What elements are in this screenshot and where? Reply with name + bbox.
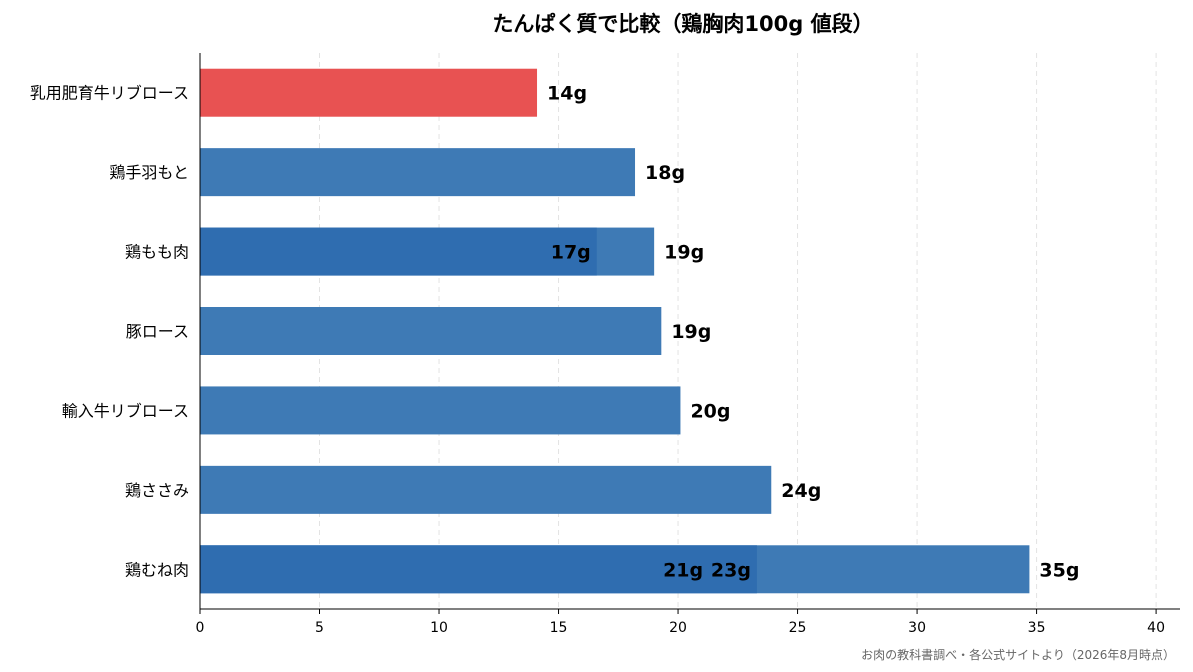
inner-value-label: 21g — [663, 559, 703, 581]
chart-title: たんぱく質で比較（鶏胸肉100g 値段） — [492, 12, 873, 36]
x-tick-label: 0 — [196, 620, 205, 636]
value-label: 18g — [645, 162, 685, 184]
x-tick-label: 25 — [789, 620, 807, 636]
bar — [200, 386, 681, 435]
source-note: お肉の教科書調べ・各公式サイトより（2026年8月時点） — [861, 647, 1175, 662]
x-tick-label: 10 — [430, 620, 448, 636]
value-label: 24g — [781, 480, 821, 502]
category-label: 鶏むね肉 — [125, 560, 189, 579]
category-label: 鶏ささみ — [125, 481, 189, 500]
x-tick-label: 35 — [1028, 620, 1046, 636]
category-label: 豚ロース — [126, 322, 189, 341]
grid-lines — [319, 53, 1157, 609]
x-tick-label: 15 — [550, 620, 568, 636]
value-label: 35g — [1039, 559, 1079, 581]
inner-value-label: 17g — [551, 242, 591, 264]
bars: 14g 18g 17g 19g 19g 20g 24g 21g 23g 35g — [200, 68, 1079, 594]
x-tick-label: 40 — [1147, 620, 1165, 636]
category-label: 鶏手羽もと — [109, 163, 189, 182]
bar — [200, 68, 538, 117]
x-tick-label: 20 — [669, 620, 687, 636]
x-tick-label: 30 — [908, 620, 926, 636]
category-label: 輸入牛リブロース — [62, 401, 189, 420]
bar — [200, 465, 772, 514]
value-label: 20g — [690, 400, 730, 422]
value-label: 14g — [547, 83, 587, 105]
bar — [200, 148, 636, 197]
bar-segment — [200, 545, 757, 594]
bar — [200, 307, 662, 355]
category-label: 乳用肥育牛リブロース — [30, 84, 189, 103]
bar-segment — [200, 227, 597, 276]
inner-value-label: 23g — [711, 559, 751, 581]
x-tick-label: 5 — [315, 620, 324, 636]
value-label: 19g — [671, 321, 711, 343]
value-label: 19g — [664, 242, 704, 264]
category-label: 鶏もも肉 — [125, 243, 189, 262]
